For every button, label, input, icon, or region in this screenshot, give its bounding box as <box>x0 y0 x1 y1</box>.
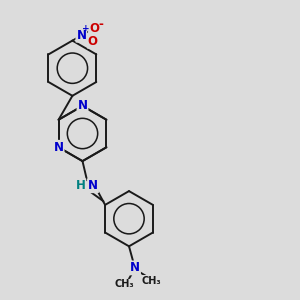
Text: +: + <box>82 24 90 33</box>
Text: N: N <box>88 179 98 192</box>
Text: H: H <box>76 179 85 192</box>
Text: N: N <box>130 261 140 274</box>
Text: N: N <box>54 141 64 154</box>
Text: -: - <box>98 19 103 32</box>
Text: N: N <box>77 99 88 112</box>
Text: CH₃: CH₃ <box>142 275 161 286</box>
Text: O: O <box>89 22 99 35</box>
Text: N: N <box>76 29 86 42</box>
Text: O: O <box>88 35 98 48</box>
Text: CH₃: CH₃ <box>115 279 134 290</box>
